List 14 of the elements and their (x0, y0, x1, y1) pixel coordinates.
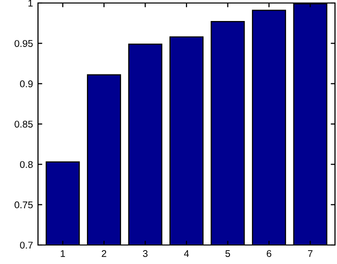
x-tick-label: 4 (184, 250, 189, 257)
y-tick-label: 0.8 (20, 161, 33, 168)
y-tick-label: 1 (28, 0, 33, 7)
x-tick-label: 6 (266, 250, 272, 257)
x-tick-label: 7 (308, 250, 312, 257)
y-tick-label: 0.95 (14, 40, 33, 47)
y-tick-label: 0.85 (14, 120, 33, 128)
x-tick-label: 3 (142, 250, 148, 257)
y-tick-label: 0.75 (14, 201, 33, 208)
y-tick-label: 0.9 (20, 80, 33, 88)
x-tick-label: 2 (102, 250, 106, 257)
x-tick-label: 1 (60, 250, 65, 257)
y-tick-label: 0.7 (20, 242, 33, 249)
x-tick-label: 5 (225, 250, 230, 257)
